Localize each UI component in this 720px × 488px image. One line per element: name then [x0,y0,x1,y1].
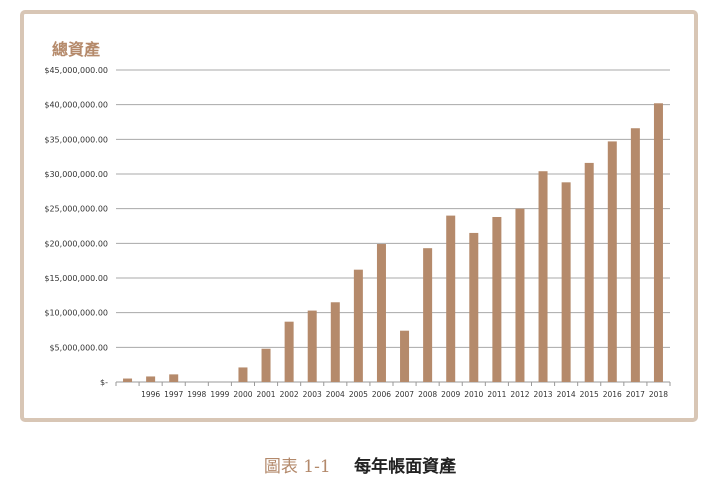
x-tick-label: 1998 [187,390,206,399]
bar [584,162,594,382]
x-tick-label: 2009 [441,390,460,399]
bar [353,269,363,382]
bar [307,310,317,382]
y-tick-label: $10,000,000.00 [44,309,108,318]
bar [446,215,456,382]
y-tick-label: $35,000,000.00 [44,135,108,144]
bar [515,208,525,382]
x-tick-label: 1997 [164,390,183,399]
bar [630,128,640,382]
bar [330,302,340,382]
x-tick-label: 2000 [233,390,252,399]
x-tick-label: 2004 [326,390,345,399]
x-tick-label: 2001 [256,390,275,399]
x-tick-label: 1999 [210,390,229,399]
bar [123,378,133,382]
bar [653,103,663,382]
x-tick-label: 2016 [603,390,622,399]
bar [469,232,479,382]
bar [538,171,548,382]
y-axis-tick-labels: $- $5,000,000.00 $10,000,000.00 $15,000,000… [44,66,108,387]
bars [123,103,663,382]
bar [376,244,386,382]
y-tick-label: $30,000,000.00 [44,170,108,179]
x-tick-label: 2003 [303,390,322,399]
bar [146,376,156,382]
x-tick-label: 2015 [580,390,599,399]
x-tick-label: 2005 [349,390,368,399]
caption-number: 圖表 1-1 [263,457,331,477]
bar [561,182,571,382]
bar [607,141,617,382]
y-tick-label: $45,000,000.00 [44,66,108,75]
x-tick-label: 2014 [557,390,576,399]
y-tick-label: $15,000,000.00 [44,274,108,283]
x-tick-label: 2011 [487,390,506,399]
x-tick-label: 1996 [141,390,160,399]
bar [400,330,410,382]
bar [169,374,179,382]
bar [284,321,294,382]
x-tick-label: 2007 [395,390,414,399]
y-tick-label: $5,000,000.00 [49,343,108,352]
x-tick-label: 2002 [280,390,299,399]
x-axis-tick-labels: 1996 1997 1998 1999 2000 2001 2002 2003 2004 2005… [141,390,668,399]
y-tick-label: $25,000,000.00 [44,205,108,214]
x-tick-label: 2012 [510,390,529,399]
x-tick-label: 2017 [626,390,645,399]
caption-text: 每年帳面資產 [354,457,457,477]
chart-title: 總資產 [52,40,101,59]
x-tick-label: 2018 [649,390,668,399]
y-tick-label: $- [100,378,108,387]
x-tick-label: 2010 [464,390,483,399]
figure-caption: 圖表 1-1 每年帳面資產 [0,452,720,477]
bar [492,216,502,382]
bar [423,248,433,382]
y-tick-label: $40,000,000.00 [44,101,108,110]
bar [261,348,271,382]
x-tick-label: 2006 [372,390,391,399]
x-tick-label: 2013 [533,390,552,399]
y-tick-label: $20,000,000.00 [44,239,108,248]
bar [238,367,248,382]
gridlines [115,69,671,386]
x-tick-label: 2008 [418,390,437,399]
